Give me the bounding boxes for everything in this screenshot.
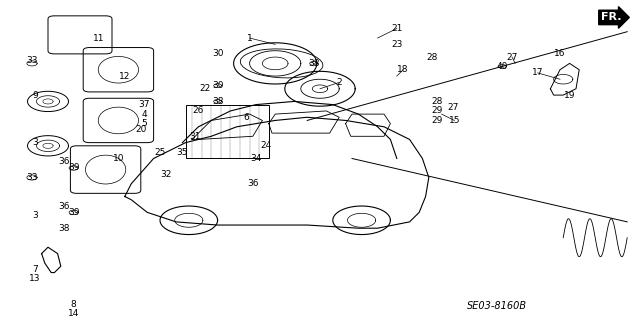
- Text: 39: 39: [68, 208, 79, 217]
- Text: 8: 8: [71, 300, 76, 309]
- Text: 5: 5: [141, 119, 147, 128]
- Text: 38: 38: [212, 97, 223, 106]
- Text: 36: 36: [58, 157, 70, 166]
- Text: 28: 28: [431, 97, 443, 106]
- Text: 11: 11: [93, 33, 105, 42]
- Text: 35: 35: [177, 148, 188, 157]
- Text: 24: 24: [260, 141, 271, 150]
- Text: 1: 1: [247, 33, 252, 42]
- Text: 23: 23: [391, 40, 403, 49]
- Text: 15: 15: [449, 116, 460, 125]
- Text: 38: 38: [308, 59, 319, 68]
- Text: 13: 13: [29, 274, 41, 283]
- Text: 6: 6: [244, 113, 249, 122]
- Text: 40: 40: [497, 62, 508, 71]
- Text: 9: 9: [33, 91, 38, 100]
- Text: 10: 10: [113, 154, 124, 163]
- Text: 27: 27: [447, 103, 459, 112]
- Text: 3: 3: [33, 138, 38, 147]
- Text: SE03-8160B: SE03-8160B: [467, 300, 527, 311]
- Text: 33: 33: [26, 56, 38, 65]
- Text: 16: 16: [554, 49, 566, 58]
- Text: 22: 22: [199, 84, 211, 93]
- Text: 31: 31: [189, 132, 201, 141]
- Text: 36: 36: [247, 179, 259, 188]
- Text: 36: 36: [58, 202, 70, 211]
- Text: 21: 21: [391, 24, 403, 33]
- Text: 12: 12: [119, 71, 131, 81]
- Bar: [186, 105, 269, 159]
- Text: 25: 25: [154, 148, 166, 157]
- Text: 7: 7: [33, 265, 38, 274]
- Text: 26: 26: [193, 107, 204, 115]
- Text: 32: 32: [161, 170, 172, 179]
- Text: 37: 37: [138, 100, 150, 109]
- Text: 38: 38: [58, 224, 70, 233]
- Text: 29: 29: [431, 107, 443, 115]
- Text: 39: 39: [68, 163, 79, 173]
- Text: 28: 28: [426, 53, 438, 62]
- Text: 17: 17: [532, 68, 543, 78]
- Text: 3: 3: [33, 211, 38, 220]
- Text: 2: 2: [337, 78, 342, 87]
- Text: FR.: FR.: [601, 12, 621, 22]
- Text: 29: 29: [431, 116, 443, 125]
- Text: 34: 34: [250, 154, 262, 163]
- Text: 19: 19: [564, 91, 575, 100]
- Text: 33: 33: [26, 173, 38, 182]
- Text: 20: 20: [135, 125, 147, 134]
- Text: 4: 4: [141, 110, 147, 119]
- Text: 30: 30: [212, 49, 223, 58]
- Text: 18: 18: [397, 65, 409, 74]
- Text: 14: 14: [68, 309, 79, 318]
- Text: 30: 30: [212, 81, 223, 90]
- Text: 27: 27: [506, 53, 518, 62]
